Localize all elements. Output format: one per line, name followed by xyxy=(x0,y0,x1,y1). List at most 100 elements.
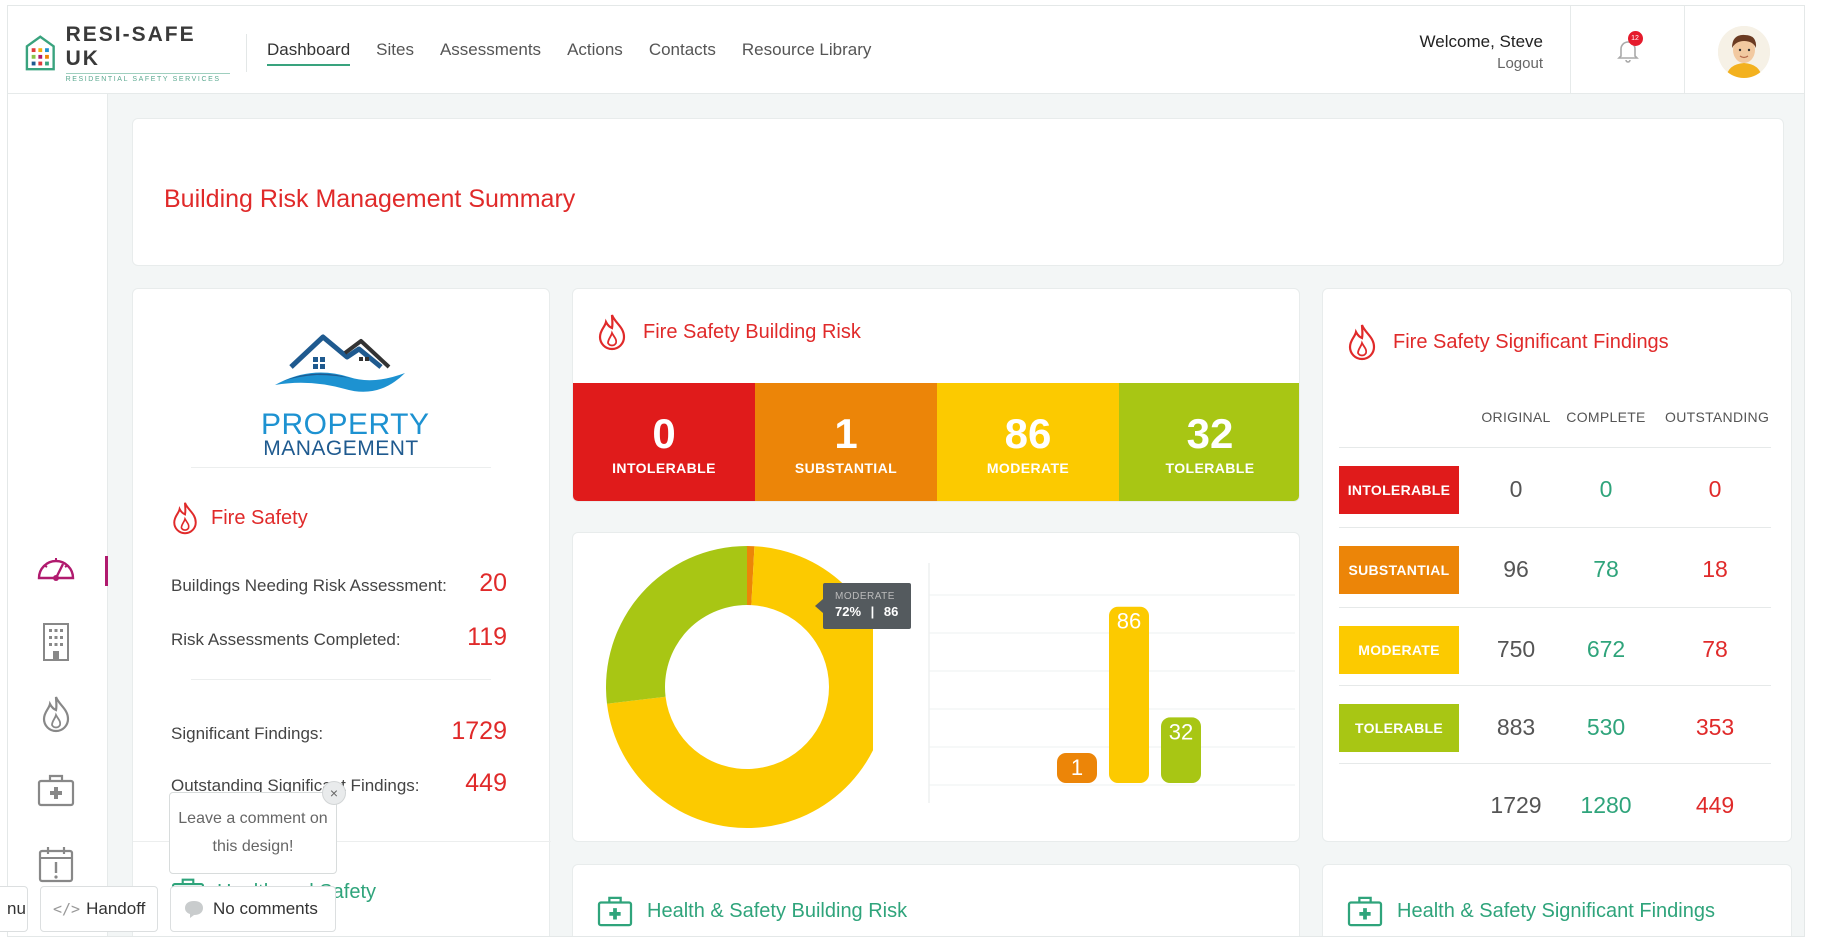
tooltip-value: 86 xyxy=(883,604,899,619)
bar-substantial[interactable] xyxy=(1057,753,1097,783)
bar-value-label: 86 xyxy=(1117,609,1141,634)
original-value: 750 xyxy=(1496,636,1536,662)
stat-label: Risk Assessments Completed: xyxy=(171,630,401,649)
avatar[interactable] xyxy=(1718,26,1770,78)
page-title-card: Building Risk Management Summary xyxy=(132,118,1784,266)
health-findings-title: Health & Safety Significant Findings xyxy=(1397,899,1715,922)
health-findings-heading: Health & Safety Significant Findings xyxy=(1347,895,1715,927)
fire-significant-findings-card: Fire Safety Significant Findings ORIGINA… xyxy=(1322,288,1792,842)
brand-name: RESI-SAFE UK xyxy=(65,23,196,70)
stat-label: Buildings Needing Risk Assessment: xyxy=(171,576,447,595)
fire-icon xyxy=(1348,324,1376,361)
nav-sites[interactable]: Sites xyxy=(376,40,414,59)
risk-tiles: 0 INTOLERABLE 1 SUBSTANTIAL 86 MODERATE … xyxy=(573,383,1299,501)
nav-contacts[interactable]: Contacts xyxy=(648,40,716,59)
complete-value: 672 xyxy=(1586,636,1626,662)
client-logo-line1: PROPERTY xyxy=(261,408,430,441)
tile-tolerable[interactable]: 32 TOLERABLE xyxy=(1119,383,1299,501)
table-row: SUBSTANTIAL 96 78 18 xyxy=(1339,527,1771,607)
brand-logo[interactable]: RESI-SAFE UK RESIDENTIAL SAFETY SERVICES xyxy=(25,23,230,83)
chart-tooltip: MODERATE 72% | 86 xyxy=(815,583,911,629)
column-header-original: ORIGINAL xyxy=(1481,409,1551,425)
outstanding-value: 0 xyxy=(1708,476,1722,502)
fire-building-risk-title: Fire Safety Building Risk xyxy=(643,320,861,343)
brand-tagline: RESIDENTIAL SAFETY SERVICES xyxy=(65,73,230,83)
nav-dashboard[interactable]: Dashboard xyxy=(267,40,351,66)
property-management-logo: PROPERTY MANAGEMENT xyxy=(261,315,429,460)
tile-label: MODERATE xyxy=(986,460,1070,476)
original-value: 0 xyxy=(1509,476,1523,502)
risk-badge: TOLERABLE xyxy=(1339,704,1459,752)
health-significant-findings-card: Health & Safety Significant Findings xyxy=(1322,864,1792,936)
sidebar xyxy=(8,94,108,936)
house-logo-icon xyxy=(275,334,405,392)
table-row: TOLERABLE 883 530 353 xyxy=(1339,685,1771,765)
sidebar-active-indicator xyxy=(105,556,108,586)
divider xyxy=(191,679,491,680)
table-row: INTOLERABLE 0 0 0 xyxy=(1339,447,1771,527)
handoff-button[interactable]: </> Handoff xyxy=(40,886,158,932)
tooltip-percent: 72% xyxy=(835,604,862,619)
stat-value: 1729 xyxy=(451,717,507,745)
fire-safety-heading: Fire Safety xyxy=(171,501,308,535)
close-icon[interactable]: × xyxy=(322,781,346,805)
outstanding-value: 78 xyxy=(1702,636,1728,662)
comments-label: No comments xyxy=(213,899,318,918)
code-icon: </> xyxy=(53,900,81,918)
stat-significant-findings: Significant Findings: 1729 xyxy=(171,717,507,746)
nav-assessments[interactable]: Assessments xyxy=(439,40,542,59)
fire-icon xyxy=(173,502,197,535)
first-aid-kit-icon xyxy=(597,896,633,927)
tile-intolerable[interactable]: 0 INTOLERABLE xyxy=(573,383,755,501)
bar-value-label: 32 xyxy=(1169,719,1193,744)
column-header-outstanding: OUTSTANDING xyxy=(1665,409,1770,425)
stat-value: 449 xyxy=(465,769,507,797)
comment-prompt-bubble[interactable]: Leave a comment on this design! × xyxy=(169,781,346,874)
tile-substantial[interactable]: 1 SUBSTANTIAL xyxy=(755,383,937,501)
stat-label: Outstanding Significant Findings: xyxy=(171,776,420,795)
stat-assessments-completed: Risk Assessments Completed: 119 xyxy=(171,623,507,652)
welcome-text: Welcome, Steve xyxy=(1419,32,1543,51)
first-aid-kit-icon xyxy=(1347,896,1383,927)
divider xyxy=(133,841,551,842)
donut-slice-tolerable[interactable] xyxy=(606,546,747,704)
total-original: 1729 xyxy=(1490,792,1542,818)
health-building-risk-title: Health & Safety Building Risk xyxy=(647,899,908,922)
tooltip-arrow xyxy=(815,599,823,613)
tile-value: 1 xyxy=(834,410,858,457)
stat-label: Significant Findings: xyxy=(171,724,324,743)
tooltip-category: MODERATE xyxy=(835,591,895,602)
fire-safety-title: Fire Safety xyxy=(211,506,308,529)
tile-label: SUBSTANTIAL xyxy=(794,460,898,476)
dashboard-gauge-icon[interactable] xyxy=(34,544,78,588)
building-icon[interactable] xyxy=(34,620,78,664)
tooltip-separator: | xyxy=(870,604,875,619)
complete-value: 78 xyxy=(1593,556,1619,582)
health-building-risk-heading: Health & Safety Building Risk xyxy=(597,895,907,927)
bar-value-label: 1 xyxy=(1071,755,1083,780)
nav-actions[interactable]: Actions xyxy=(567,40,623,59)
client-logo-line2: MANAGEMENT xyxy=(263,437,419,460)
notifications-button[interactable]: 12 xyxy=(1570,6,1685,94)
complete-value: 0 xyxy=(1599,476,1613,502)
fire-findings-title: Fire Safety Significant Findings xyxy=(1393,330,1669,353)
total-outstanding: 449 xyxy=(1695,792,1735,818)
tile-moderate[interactable]: 86 MODERATE xyxy=(937,383,1119,501)
calendar-alert-icon[interactable] xyxy=(34,842,78,886)
bar-moderate[interactable] xyxy=(1109,606,1149,783)
menu-button[interactable]: nu xyxy=(0,886,28,932)
stat-outstanding-findings: Outstanding Significant Findings: 449 xyxy=(171,769,507,798)
health-building-risk-card: Health & Safety Building Risk xyxy=(572,864,1300,936)
nav-resource-library[interactable]: Resource Library xyxy=(741,40,872,59)
comment-bubble-icon xyxy=(185,901,203,918)
first-aid-kit-icon[interactable] xyxy=(34,768,78,812)
tile-label: TOLERABLE xyxy=(1165,460,1255,476)
donut-slice-substantial[interactable] xyxy=(747,546,755,606)
comments-button[interactable]: No comments xyxy=(170,886,336,932)
fire-icon[interactable] xyxy=(34,692,78,736)
header-divider xyxy=(246,34,247,72)
logout-link[interactable]: Logout xyxy=(1497,55,1543,72)
totals-row: 1729 1280 449 xyxy=(1339,763,1771,843)
bar-tolerable[interactable] xyxy=(1161,717,1201,783)
donut-slice-moderate[interactable] xyxy=(606,546,873,828)
